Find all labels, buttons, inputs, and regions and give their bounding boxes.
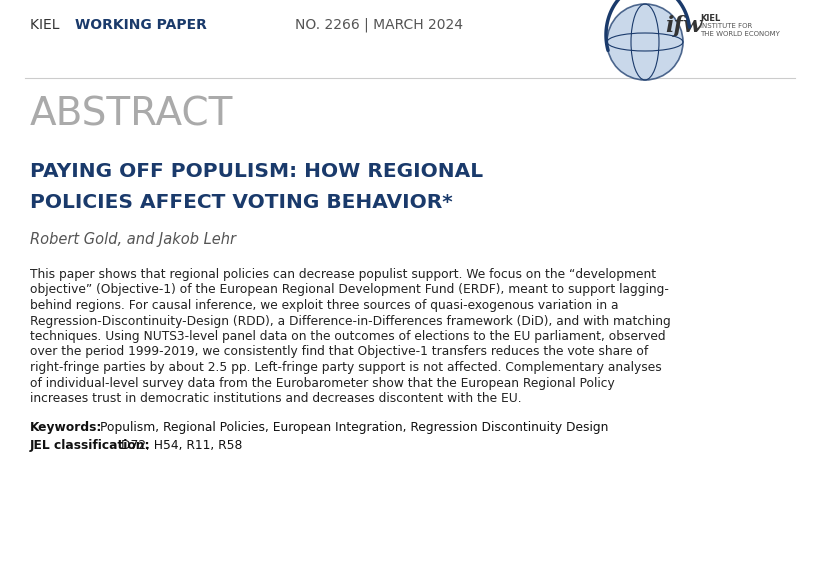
Text: techniques. Using NUTS3-level panel data on the outcomes of elections to the EU : techniques. Using NUTS3-level panel data… [30,330,665,343]
Text: increases trust in democratic institutions and decreases discontent with the EU.: increases trust in democratic institutio… [30,392,521,405]
Text: NO. 2266 | MARCH 2024: NO. 2266 | MARCH 2024 [295,18,463,32]
Text: ABSTRACT: ABSTRACT [30,95,233,133]
Text: This paper shows that regional policies can decrease populist support. We focus : This paper shows that regional policies … [30,268,655,281]
Text: over the period 1999-2019, we consistently find that Objective-1 transfers reduc: over the period 1999-2019, we consistent… [30,346,648,359]
Text: JEL classification:: JEL classification: [30,440,151,453]
Text: behind regions. For causal inference, we exploit three sources of quasi-exogenou: behind regions. For causal inference, we… [30,299,618,312]
Text: PAYING OFF POPULISM: HOW REGIONAL: PAYING OFF POPULISM: HOW REGIONAL [30,162,482,181]
Text: Keywords:: Keywords: [30,421,102,434]
Text: WORKING PAPER: WORKING PAPER [75,18,206,32]
Text: INSTITUTE FOR
THE WORLD ECONOMY: INSTITUTE FOR THE WORLD ECONOMY [699,23,779,38]
Text: KIEL: KIEL [699,14,719,23]
Text: KIEL: KIEL [30,18,64,32]
Text: Robert Gold, and Jakob Lehr: Robert Gold, and Jakob Lehr [30,232,236,247]
Text: right-fringe parties by about 2.5 pp. Left-fringe party support is not affected.: right-fringe parties by about 2.5 pp. Le… [30,361,661,374]
Circle shape [606,4,682,80]
Text: objective” (Objective-1) of the European Regional Development Fund (ERDF), meant: objective” (Objective-1) of the European… [30,284,668,296]
Text: Regression-Discontinuity-Design (RDD), a Difference-in-Differences framework (Di: Regression-Discontinuity-Design (RDD), a… [30,315,670,328]
Text: D72, H54, R11, R58: D72, H54, R11, R58 [121,440,242,453]
Text: Populism, Regional Policies, European Integration, Regression Discontinuity Desi: Populism, Regional Policies, European In… [100,421,608,434]
Text: of individual-level survey data from the Eurobarometer show that the European Re: of individual-level survey data from the… [30,376,614,390]
Text: POLICIES AFFECT VOTING BEHAVIOR*: POLICIES AFFECT VOTING BEHAVIOR* [30,193,452,212]
Text: ifw: ifw [664,15,701,37]
